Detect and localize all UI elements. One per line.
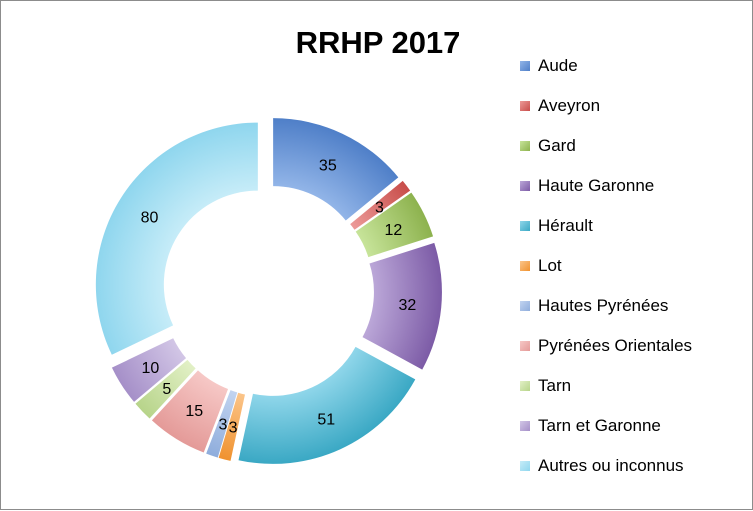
legend-label: Aude — [538, 56, 578, 75]
legend-item-gard: Gard — [520, 126, 692, 166]
legend-swatch — [520, 261, 530, 271]
legend-item-pyrenees-orientales: Pyrénées Orientales — [520, 326, 692, 366]
data-label-tarn-et-garonne: 10 — [142, 360, 160, 377]
slice-haute-garonne — [362, 242, 442, 370]
data-label-hautes-pyrenees: 3 — [218, 417, 227, 434]
legend-item-lot: Lot — [520, 246, 692, 286]
legend-item-herault: Hérault — [520, 206, 692, 246]
legend-label: Hautes Pyrénées — [538, 296, 669, 315]
legend-swatch — [520, 301, 530, 311]
legend-swatch — [520, 381, 530, 391]
data-label-lot: 3 — [229, 420, 238, 437]
legend-label: Hérault — [538, 216, 593, 235]
chart-title: RRHP 2017 — [295, 25, 461, 60]
slice-autres-ou-inconnus — [95, 122, 258, 355]
legend-label: Gard — [538, 136, 576, 155]
legend-label: Lot — [538, 256, 562, 275]
slice-aveyron — [350, 180, 411, 230]
legend-item-aveyron: Aveyron — [520, 86, 692, 126]
slice-pyrenees-orientales — [151, 370, 229, 453]
data-label-gard: 12 — [385, 222, 403, 239]
data-label-autres-ou-inconnus: 80 — [141, 209, 159, 226]
legend-label: Aveyron — [538, 96, 601, 115]
legend-swatch — [520, 181, 530, 191]
legend-item-tarn-et-garonne: Tarn et Garonne — [520, 406, 692, 446]
slice-tarn-et-garonne — [111, 338, 187, 402]
legend-item-hautes-pyrenees: Hautes Pyrénées — [520, 286, 692, 326]
data-label-tarn: 5 — [162, 381, 171, 398]
slice-tarn — [135, 359, 196, 419]
legend-swatch — [520, 101, 530, 111]
legend-item-autres-ou-inconnus: Autres ou inconnus — [520, 446, 692, 486]
data-label-aude: 35 — [319, 157, 337, 174]
slice-lot — [218, 392, 245, 461]
legend-swatch — [520, 421, 530, 431]
legend-swatch — [520, 341, 530, 351]
slice-gard — [355, 192, 434, 258]
legend-swatch — [520, 141, 530, 151]
slice-hautes-pyrenees — [206, 390, 238, 458]
data-label-pyrenees-orientales: 15 — [185, 403, 203, 420]
legend-item-aude: Aude — [520, 46, 692, 86]
chart-legend: Aude Aveyron Gard Haute Garonne Hérault Lot Ha… — [520, 46, 692, 486]
data-label-haute-garonne: 32 — [398, 297, 416, 314]
slice-aude — [273, 118, 399, 221]
legend-swatch — [520, 61, 530, 71]
legend-label: Tarn et Garonne — [538, 416, 661, 435]
legend-label: Pyrénées Orientales — [538, 336, 693, 355]
legend-label: Tarn — [538, 376, 572, 395]
legend-label: Autres ou inconnus — [538, 456, 684, 475]
legend-item-haute-garonne: Haute Garonne — [520, 166, 692, 206]
data-label-aveyron: 3 — [375, 199, 384, 216]
data-label-herault: 51 — [317, 411, 335, 428]
slice-herault — [238, 346, 416, 464]
legend-label: Haute Garonne — [538, 176, 655, 195]
legend-item-tarn: Tarn — [520, 366, 692, 406]
legend-swatch — [520, 461, 530, 471]
legend-swatch — [520, 221, 530, 231]
